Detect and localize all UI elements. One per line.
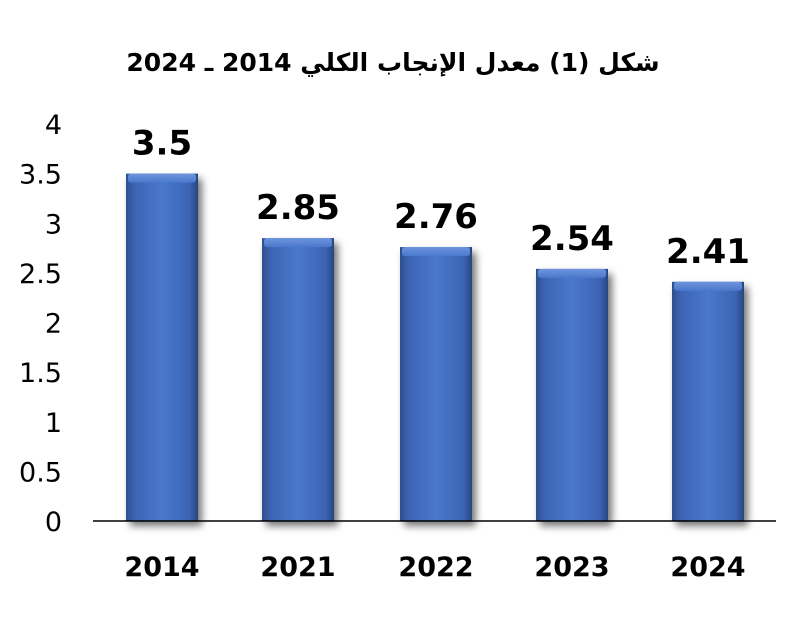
data-label: 3.5 <box>132 124 192 164</box>
y-tick-label: 2.5 <box>19 259 62 290</box>
bar <box>400 247 472 521</box>
x-tick-label: 2021 <box>260 552 335 583</box>
x-tick-label: 2024 <box>670 552 745 583</box>
data-label: 2.41 <box>666 232 750 272</box>
bar-body <box>126 173 198 521</box>
y-tick-label: 0 <box>45 507 62 538</box>
x-tick-label: 2022 <box>398 552 473 583</box>
y-tick-label: 0.5 <box>19 457 62 488</box>
bar-body <box>672 281 744 521</box>
data-labels: 3.5 2.85 2.76 2.54 2.41 <box>132 124 750 272</box>
y-tick-label: 1.5 <box>19 358 62 389</box>
bars <box>126 173 744 521</box>
bar-cap <box>264 238 332 248</box>
x-tick-label: 2014 <box>124 552 199 583</box>
y-tick-label: 2 <box>45 309 62 340</box>
chart-title: شكل (1) معدل الإنجاب الكلي 2014 ـ 2024 <box>126 48 660 77</box>
bar-body <box>536 268 608 521</box>
bar-body <box>400 247 472 521</box>
bar-cap <box>674 281 742 291</box>
x-axis: 2014 2021 2022 2023 2024 <box>124 552 745 583</box>
bar <box>262 238 334 521</box>
data-label: 2.85 <box>256 188 340 228</box>
bar-cap <box>402 247 470 257</box>
bar <box>536 268 608 521</box>
y-tick-label: 1 <box>45 408 62 439</box>
y-tick-label: 4 <box>45 110 62 141</box>
y-tick-label: 3 <box>45 209 62 240</box>
y-axis: 0 0.5 1 1.5 2 2.5 3 3.5 4 <box>19 110 62 538</box>
data-label: 2.76 <box>394 197 478 237</box>
bar-body <box>262 238 334 521</box>
data-label: 2.54 <box>530 219 614 259</box>
bar <box>672 281 744 521</box>
bar-cap <box>538 268 606 278</box>
y-tick-label: 3.5 <box>19 160 62 191</box>
bar <box>126 173 198 521</box>
x-tick-label: 2023 <box>534 552 609 583</box>
bar-cap <box>128 173 196 183</box>
